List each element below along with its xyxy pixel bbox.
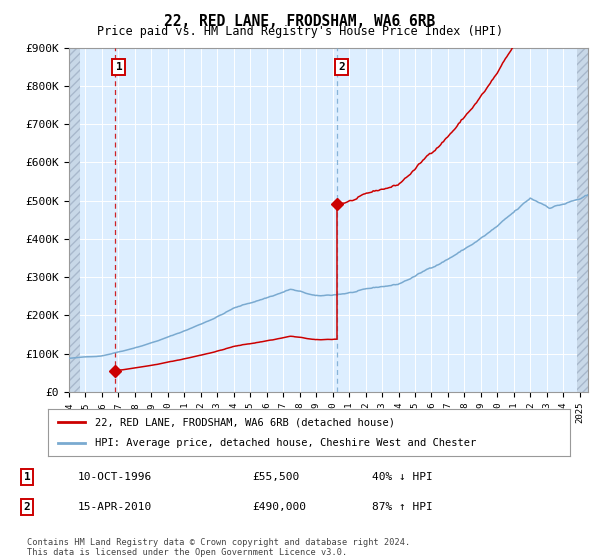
Text: HPI: Average price, detached house, Cheshire West and Chester: HPI: Average price, detached house, Ches… bbox=[95, 438, 476, 448]
Text: 87% ↑ HPI: 87% ↑ HPI bbox=[372, 502, 433, 512]
Text: 1: 1 bbox=[116, 62, 122, 72]
Text: £55,500: £55,500 bbox=[252, 472, 299, 482]
Text: 2: 2 bbox=[23, 502, 31, 512]
Text: 22, RED LANE, FRODSHAM, WA6 6RB (detached house): 22, RED LANE, FRODSHAM, WA6 6RB (detache… bbox=[95, 417, 395, 427]
Text: 15-APR-2010: 15-APR-2010 bbox=[78, 502, 152, 512]
Bar bbox=[69, 48, 80, 392]
Text: 10-OCT-1996: 10-OCT-1996 bbox=[78, 472, 152, 482]
Text: Price paid vs. HM Land Registry's House Price Index (HPI): Price paid vs. HM Land Registry's House … bbox=[97, 25, 503, 38]
Text: £490,000: £490,000 bbox=[252, 502, 306, 512]
Text: Contains HM Land Registry data © Crown copyright and database right 2024.
This d: Contains HM Land Registry data © Crown c… bbox=[27, 538, 410, 557]
Text: 22, RED LANE, FRODSHAM, WA6 6RB: 22, RED LANE, FRODSHAM, WA6 6RB bbox=[164, 14, 436, 29]
Text: 1: 1 bbox=[23, 472, 31, 482]
Bar bbox=[577, 48, 588, 392]
Text: 2: 2 bbox=[338, 62, 345, 72]
Text: 40% ↓ HPI: 40% ↓ HPI bbox=[372, 472, 433, 482]
